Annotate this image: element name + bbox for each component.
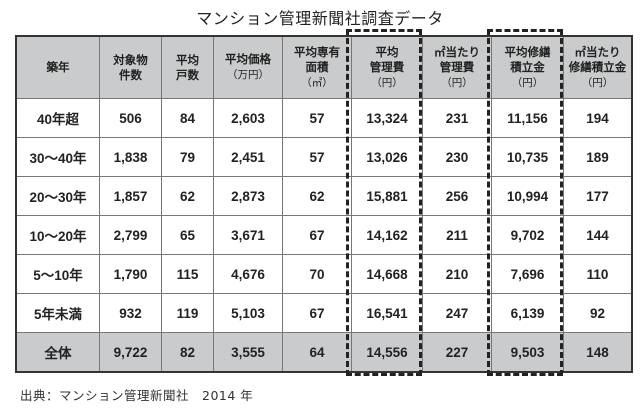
cell: 84 (161, 98, 214, 138)
header-repair-fund: 平均修繕 積立金 （円） (491, 35, 564, 99)
source-note: 出典：マンション管理新聞社 2014 年 (20, 388, 254, 403)
cell: 148 (563, 332, 633, 373)
cell: 9,503 (491, 332, 564, 373)
cell: 189 (563, 137, 633, 177)
cell: 227 (422, 332, 492, 373)
cell: 177 (563, 176, 633, 216)
cell: 15,881 (351, 176, 423, 216)
cell: 1,857 (99, 176, 162, 216)
cell: 82 (161, 332, 214, 373)
cell: 506 (99, 98, 162, 138)
cell: 67 (282, 215, 352, 255)
row-label: 10～20年 (15, 215, 100, 255)
cell: 62 (282, 176, 352, 216)
data-table: 築年 対象物 件数 平均 戸数 平均価格 （万円） 平均専有 面積 （㎡） 平均 管理費 （円… (15, 35, 633, 373)
table-total-row: 全体 9,722 82 3,555 64 14,556 227 9,503 14… (15, 332, 633, 373)
cell: 65 (161, 215, 214, 255)
cell: 119 (161, 293, 214, 333)
table-row: 5年未満 932 119 5,103 67 16,541 247 6,139 9… (15, 293, 633, 333)
header-repair-fund-per-sqm: ㎡当たり 修繕積立金 （円） (563, 35, 633, 99)
header-units: 平均 戸数 (161, 35, 214, 99)
cell: 16,541 (351, 293, 423, 333)
table-row: 10～20年 2,799 65 3,671 67 14,162 211 9,70… (15, 215, 633, 255)
cell: 230 (422, 137, 492, 177)
row-label: 全体 (15, 332, 100, 373)
cell: 14,668 (351, 254, 423, 294)
row-label: 5年未満 (15, 293, 100, 333)
cell: 231 (422, 98, 492, 138)
cell: 11,156 (491, 98, 564, 138)
header-mgmt-fee-per-sqm: ㎡当たり 管理費 （円） (422, 35, 492, 99)
cell: 10,994 (491, 176, 564, 216)
cell: 2,603 (213, 98, 283, 138)
cell: 57 (282, 137, 352, 177)
cell: 57 (282, 98, 352, 138)
cell: 9,722 (99, 332, 162, 373)
cell: 62 (161, 176, 214, 216)
cell: 211 (422, 215, 492, 255)
table-row: 30～40年 1,838 79 2,451 57 13,026 230 10,7… (15, 137, 633, 177)
cell: 13,026 (351, 137, 423, 177)
row-label: 30～40年 (15, 137, 100, 177)
cell: 13,324 (351, 98, 423, 138)
cell: 110 (563, 254, 633, 294)
page-title: マンション管理新聞社調査データ (196, 9, 444, 28)
cell: 2,873 (213, 176, 283, 216)
cell: 64 (282, 332, 352, 373)
cell: 2,451 (213, 137, 283, 177)
table-row: 20～30年 1,857 62 2,873 62 15,881 256 10,9… (15, 176, 633, 216)
table-row: 5～10年 1,790 115 4,676 70 14,668 210 7,69… (15, 254, 633, 294)
header-price: 平均価格 （万円） (213, 35, 283, 99)
table-header-row: 築年 対象物 件数 平均 戸数 平均価格 （万円） 平均専有 面積 （㎡） 平均 管理費 （円… (15, 35, 633, 99)
cell: 6,139 (491, 293, 564, 333)
cell: 1,838 (99, 137, 162, 177)
cell: 79 (161, 137, 214, 177)
cell: 9,702 (491, 215, 564, 255)
header-count: 対象物 件数 (99, 35, 162, 99)
cell: 70 (282, 254, 352, 294)
cell: 10,735 (491, 137, 564, 177)
cell: 115 (161, 254, 214, 294)
cell: 5,103 (213, 293, 283, 333)
cell: 3,671 (213, 215, 283, 255)
cell: 1,790 (99, 254, 162, 294)
cell: 932 (99, 293, 162, 333)
row-label: 20～30年 (15, 176, 100, 216)
cell: 14,556 (351, 332, 423, 373)
header-chikunen: 築年 (15, 35, 100, 99)
cell: 4,676 (213, 254, 283, 294)
row-label: 40年超 (15, 98, 100, 138)
cell: 67 (282, 293, 352, 333)
cell: 7,696 (491, 254, 564, 294)
cell: 210 (422, 254, 492, 294)
cell: 194 (563, 98, 633, 138)
cell: 256 (422, 176, 492, 216)
header-area: 平均専有 面積 （㎡） (282, 35, 352, 99)
cell: 14,162 (351, 215, 423, 255)
table-row: 40年超 506 84 2,603 57 13,324 231 11,156 1… (15, 98, 633, 138)
cell: 3,555 (213, 332, 283, 373)
header-mgmt-fee: 平均 管理費 （円） (351, 35, 423, 99)
cell: 144 (563, 215, 633, 255)
cell: 2,799 (99, 215, 162, 255)
row-label: 5～10年 (15, 254, 100, 294)
cell: 92 (563, 293, 633, 333)
cell: 247 (422, 293, 492, 333)
